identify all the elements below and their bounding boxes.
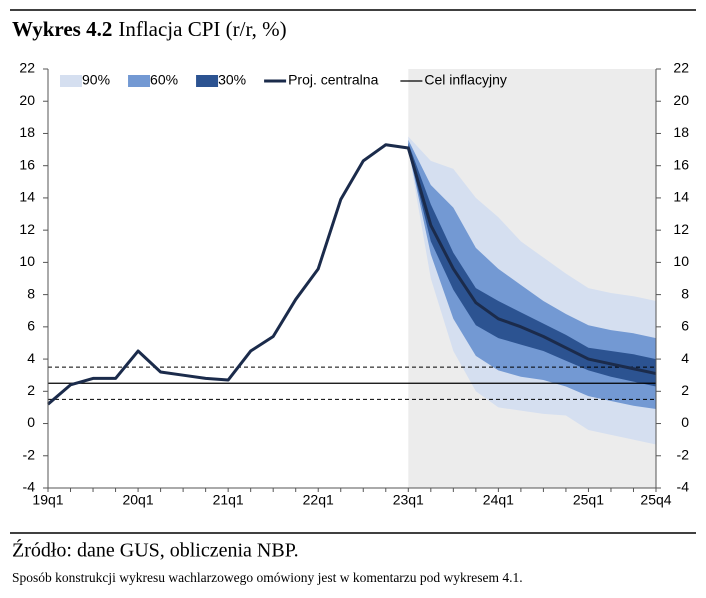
- y-tick-label-right: 12: [673, 221, 689, 237]
- x-tick-label: 20q1: [122, 492, 153, 508]
- legend-label: Cel inflacyjny: [424, 72, 506, 88]
- y-tick-label: 6: [27, 318, 35, 334]
- y-tick-label-right: -4: [677, 479, 690, 495]
- x-tick-label: 25q1: [573, 492, 604, 508]
- y-tick-label-right: 22: [673, 60, 689, 76]
- y-tick-label: 2: [27, 382, 35, 398]
- y-tick-label-right: 20: [673, 92, 689, 108]
- fan-band: [408, 139, 656, 410]
- x-tick-label: 25q4: [640, 492, 671, 508]
- y-tick-label: 10: [19, 253, 35, 269]
- x-tick-label: 22q1: [303, 492, 334, 508]
- y-tick-label: -4: [23, 479, 36, 495]
- y-tick-label: 16: [19, 156, 35, 172]
- y-tick-label: 20: [19, 92, 35, 108]
- y-tick-label-right: 18: [673, 124, 689, 140]
- y-tick-label: 4: [27, 350, 35, 366]
- x-tick-label: 24q1: [483, 492, 514, 508]
- y-tick-label-right: 8: [681, 285, 689, 301]
- y-tick-label-right: 6: [681, 318, 689, 334]
- source: Źródło: dane GUS, obliczenia NBP.: [12, 539, 299, 562]
- y-tick-label-right: 10: [673, 253, 689, 269]
- chart-title: Inflacja CPI (r/r, %): [118, 17, 286, 41]
- y-tick-label-right: 2: [681, 382, 689, 398]
- legend-label: 60%: [150, 72, 178, 88]
- figure-label: Wykres 4.2: [12, 17, 112, 41]
- x-tick-label: 23q1: [393, 492, 424, 508]
- y-tick-label: 18: [19, 124, 35, 140]
- legend-swatch: [128, 75, 151, 87]
- y-tick-label-right: 16: [673, 156, 689, 172]
- figure-title: Wykres 4.2 Inflacja CPI (r/r, %): [12, 17, 287, 41]
- y-tick-label: 8: [27, 285, 35, 301]
- y-tick-label-right: 0: [681, 414, 689, 430]
- legend-label: 90%: [82, 72, 110, 88]
- legend-swatch: [196, 75, 219, 87]
- y-tick-label: 22: [19, 60, 35, 76]
- x-tick-label: 19q1: [32, 492, 63, 508]
- x-tick-label: 21q1: [213, 492, 244, 508]
- y-tick-label: 0: [27, 414, 35, 430]
- legend-label: 30%: [218, 72, 246, 88]
- fan-band: [408, 143, 656, 387]
- legend-label: Proj. centralna: [288, 72, 378, 88]
- note: Sposób konstrukcji wykresu wachlarzowego…: [12, 570, 523, 585]
- legend-swatch: [60, 75, 82, 87]
- y-tick-label-right: 4: [681, 350, 689, 366]
- y-tick-label: 12: [19, 221, 35, 237]
- y-tick-label: -2: [23, 446, 36, 462]
- y-tick-label-right: 14: [673, 189, 689, 205]
- y-tick-label: 14: [19, 189, 35, 205]
- central-line: [47, 143, 657, 406]
- y-tick-label-right: -2: [677, 446, 690, 462]
